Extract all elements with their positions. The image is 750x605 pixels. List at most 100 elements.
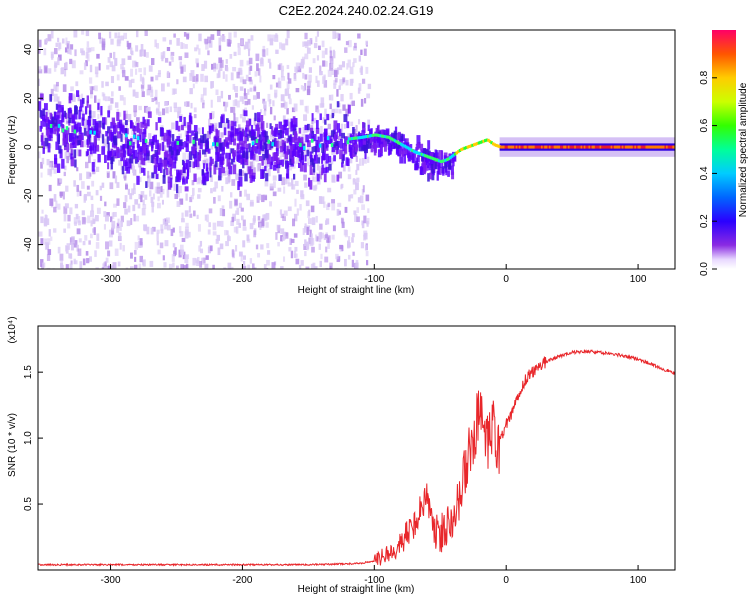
- spectrum-core-blob: [78, 149, 82, 157]
- spectrum-halo-blob: [247, 98, 251, 105]
- spectrum-halo-blob: [356, 216, 360, 223]
- spectrum-halo-blob: [346, 63, 349, 70]
- spectrum-core-blob: [124, 127, 128, 135]
- spectrum-ridge-cell: [457, 150, 460, 154]
- spectrum-halo-blob: [40, 172, 43, 178]
- spectrum-halo-blob: [261, 218, 265, 227]
- spectrum-halo-blob: [304, 82, 307, 91]
- spectrum-halo-blob: [311, 176, 315, 182]
- spectrum-halo-blob: [353, 42, 357, 49]
- spectrum-core-blob: [182, 178, 186, 185]
- spectrum-halo-blob: [200, 94, 204, 101]
- spectrum-halo-blob: [81, 138, 84, 143]
- spectrum-ridge-cell: [330, 142, 334, 147]
- spectrum-halo-blob: [57, 203, 61, 210]
- spectrum-core-blob: [71, 125, 76, 133]
- spectrum-core-blob: [152, 136, 155, 146]
- spectrum-core-blob: [157, 148, 161, 155]
- spectrum-core-blob: [341, 162, 344, 168]
- spectrum-halo-blob: [43, 217, 48, 226]
- spectrum-halo-blob: [345, 108, 350, 117]
- spectrum-ridge-cell: [488, 140, 492, 144]
- spectrum-ridge-cell: [536, 145, 539, 149]
- spectrum-halo-blob: [295, 62, 300, 70]
- spectrum-core-blob: [321, 155, 324, 164]
- spectrum-halo-blob: [283, 186, 286, 194]
- spectrum-halo-blob: [83, 195, 86, 203]
- spectrum-halo-blob: [123, 202, 127, 209]
- spectrum-core-blob: [355, 133, 358, 139]
- spectrum-halo-blob: [106, 65, 110, 70]
- colorbar-label: Normalized spectral amplitude: [738, 82, 749, 217]
- spectrum-halo-blob: [200, 248, 204, 254]
- spectrum-ridge-cell: [624, 145, 628, 149]
- spectrum-core-blob: [289, 149, 294, 159]
- spectrum-core-blob: [297, 137, 302, 144]
- spectrum-core-blob: [343, 144, 348, 154]
- spectrum-core-blob: [324, 128, 328, 136]
- spectrum-core-blob: [291, 137, 295, 143]
- spectrum-halo-blob: [156, 107, 160, 113]
- spectrum-halo-blob: [304, 53, 309, 60]
- spectrum-core-blob: [151, 172, 155, 179]
- spectrum-core-blob: [313, 146, 317, 153]
- spectrum-core-blob: [275, 140, 279, 151]
- spectrum-halo-blob: [161, 199, 164, 205]
- spectrum-core-blob: [276, 162, 281, 169]
- spectrum-core-blob: [230, 120, 234, 130]
- spectrum-halo-blob: [119, 226, 122, 231]
- spectrum-core-blob: [324, 119, 327, 125]
- spectrum-halo-blob: [283, 210, 288, 216]
- spectrum-ridge-cell: [490, 141, 493, 145]
- spectrum-ridge-cell: [412, 149, 416, 153]
- spectrum-halo-blob: [160, 52, 164, 60]
- spectrum-halo-blob: [306, 226, 309, 235]
- spectrogram-x-tick-label: 100: [630, 274, 647, 285]
- spectrum-ridge-cell: [65, 126, 69, 131]
- spectrum-halo-blob: [284, 101, 288, 110]
- spectrum-halo-blob: [318, 45, 321, 51]
- spectrum-halo-blob: [184, 52, 189, 58]
- spectrum-halo-blob: [300, 190, 304, 198]
- spectrum-core-blob: [89, 142, 94, 151]
- spectrum-halo-blob: [116, 74, 120, 81]
- spectrum-core-blob: [321, 167, 324, 176]
- spectrum-core-blob: [249, 174, 253, 183]
- spectrum-halo-blob: [304, 251, 307, 257]
- spectrum-halo-blob: [178, 133, 182, 139]
- spectrum-core-blob: [369, 137, 373, 144]
- spectrum-halo-blob: [288, 247, 292, 252]
- spectrum-halo-blob: [90, 210, 95, 217]
- spectrum-halo-blob: [73, 30, 78, 38]
- spectrum-core-blob: [53, 129, 56, 135]
- spectrum-halo-blob: [206, 163, 211, 169]
- spectrum-halo-blob: [212, 222, 217, 231]
- spectrum-halo-blob: [108, 229, 113, 238]
- spectrum-halo-blob: [84, 235, 88, 241]
- spectrogram-y-tick-label: -20: [23, 188, 34, 203]
- spectrum-halo-blob: [325, 234, 329, 239]
- spectrum-halo-blob: [234, 199, 238, 206]
- spectrum-ridge-cell: [431, 157, 435, 161]
- spectrum-halo-blob: [204, 75, 209, 83]
- spectrum-core-blob: [275, 123, 279, 130]
- spectrum-core-blob: [354, 137, 358, 145]
- spectrum-core-blob: [311, 146, 314, 154]
- spectrum-ridge-cell: [616, 145, 620, 149]
- spectrum-core-blob: [232, 152, 235, 163]
- spectrum-halo-blob: [299, 99, 304, 106]
- spectrum-halo-blob: [321, 40, 325, 48]
- spectrum-halo-blob: [275, 232, 278, 240]
- spectrum-ridge-cell: [449, 155, 452, 159]
- spectrum-halo-blob: [309, 38, 313, 45]
- spectrum-halo-blob: [83, 62, 87, 70]
- spectrum-halo-blob: [323, 80, 328, 88]
- spectrum-core-blob: [191, 130, 195, 136]
- spectrum-core-blob: [417, 142, 420, 150]
- spectrum-ridge-cell: [460, 147, 463, 151]
- spectrum-halo-blob: [316, 80, 320, 87]
- spectrum-halo-blob: [321, 76, 326, 84]
- spectrum-halo-blob: [312, 262, 316, 268]
- spectrum-core-blob: [56, 115, 60, 126]
